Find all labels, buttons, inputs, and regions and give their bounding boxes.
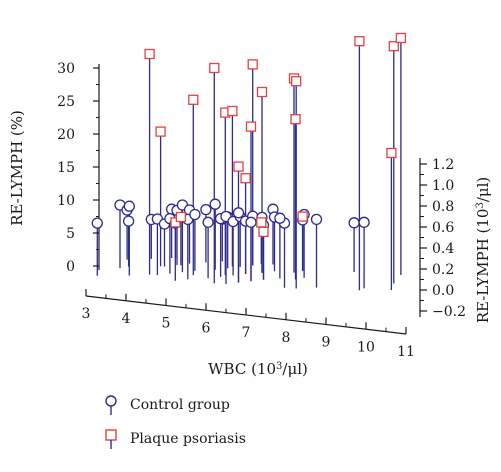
control-point: [122, 215, 135, 227]
x-axis-title: WBC (103/μl): [208, 360, 308, 378]
control-point: [200, 203, 212, 216]
x-tick-label: 5: [162, 316, 171, 332]
right-tick-label: 1.0: [432, 178, 454, 194]
right-axis-title-unit: /μl): [474, 177, 492, 202]
left-axis-title: RE-LYMPH (%): [8, 110, 26, 226]
x-tick-label: 9: [322, 335, 331, 351]
x-tick-label: 6: [202, 320, 211, 336]
marks-layer: [91, 32, 407, 237]
control-point: [274, 212, 286, 224]
right-tick-label: 0.6: [432, 220, 454, 236]
right-tick-label: 0.8: [432, 199, 454, 215]
x-tick-label: 10: [357, 339, 375, 355]
legend-item-plaque: Plaque psoriasis: [100, 428, 246, 450]
psoriasis-point: [258, 226, 269, 237]
x-axis-title-sup: 3: [276, 361, 282, 372]
x-tick-label: 8: [282, 330, 291, 346]
right-axis-title-sup: 3: [475, 202, 486, 208]
control-point: [123, 200, 135, 212]
legend-label-control: Control group: [130, 397, 230, 413]
right-axis-title: RE-LYMPH (103/μl): [474, 177, 492, 324]
circle-stem-icon: [105, 395, 117, 415]
legend: Control group Plaque psoriasis: [100, 394, 246, 462]
left-tick-label: 30: [57, 61, 75, 77]
x-axis-title-unit: /μl): [282, 360, 307, 378]
x-tick-label: 4: [122, 311, 131, 327]
right-tick-label: 1.2: [432, 157, 454, 173]
control-point: [202, 216, 214, 228]
legend-item-control: Control group: [100, 394, 246, 416]
left-tick-label: 10: [57, 193, 75, 209]
psoriasis-point: [388, 41, 399, 52]
psoriasis-point: [386, 147, 397, 159]
left-tick-label: 5: [66, 226, 75, 242]
control-point: [189, 208, 201, 221]
psoriasis-point: [155, 126, 166, 137]
psoriasis-point: [297, 211, 308, 222]
psoriasis-point: [144, 48, 155, 60]
x-tick-label: 11: [397, 344, 415, 360]
psoriasis-point: [354, 36, 365, 47]
psoriasis-point: [395, 32, 407, 44]
psoriasis-point: [247, 59, 258, 70]
psoriasis-point: [240, 173, 251, 184]
control-point: [209, 198, 221, 210]
psoriasis-point: [256, 217, 267, 228]
control-point: [91, 217, 103, 229]
psoriasis-point: [256, 86, 268, 98]
x-tick-label: 3: [82, 306, 91, 322]
axes-layer: [85, 64, 427, 335]
right-tick-label: −0.2: [432, 304, 466, 320]
control-point: [245, 216, 257, 228]
stems-layer: [96, 38, 402, 291]
left-tick-label: 20: [57, 127, 75, 143]
left-tick-label: 0: [66, 259, 75, 275]
psoriasis-point: [175, 211, 187, 223]
left-tick-label: 15: [57, 160, 75, 176]
labels-layer: 3 4 5 6 7 8 9 10 11 30 25 20 15 10 5 0 1.2 1.0 0.8 0.6 0.4 0.…: [8, 61, 492, 378]
psoriasis-point: [188, 94, 199, 105]
square-stem-icon: [105, 429, 117, 449]
x-tick-label: 7: [242, 325, 251, 341]
control-point: [232, 207, 245, 219]
control-point: [310, 213, 323, 226]
psoriasis-point: [245, 121, 257, 132]
right-tick-label: 0.0: [432, 283, 454, 299]
psoriasis-point: [290, 114, 301, 125]
psoriasis-point: [227, 105, 238, 117]
right-tick-label: 0.4: [432, 241, 454, 257]
psoriasis-point: [291, 76, 302, 87]
control-point: [358, 216, 370, 228]
right-tick-label: 0.2: [432, 262, 454, 278]
psoriasis-point: [170, 217, 181, 228]
control-point: [348, 217, 360, 229]
psoriasis-point: [209, 62, 220, 74]
legend-label-plaque: Plaque psoriasis: [130, 431, 246, 447]
psoriasis-point: [233, 161, 244, 172]
left-tick-label: 25: [57, 94, 75, 110]
